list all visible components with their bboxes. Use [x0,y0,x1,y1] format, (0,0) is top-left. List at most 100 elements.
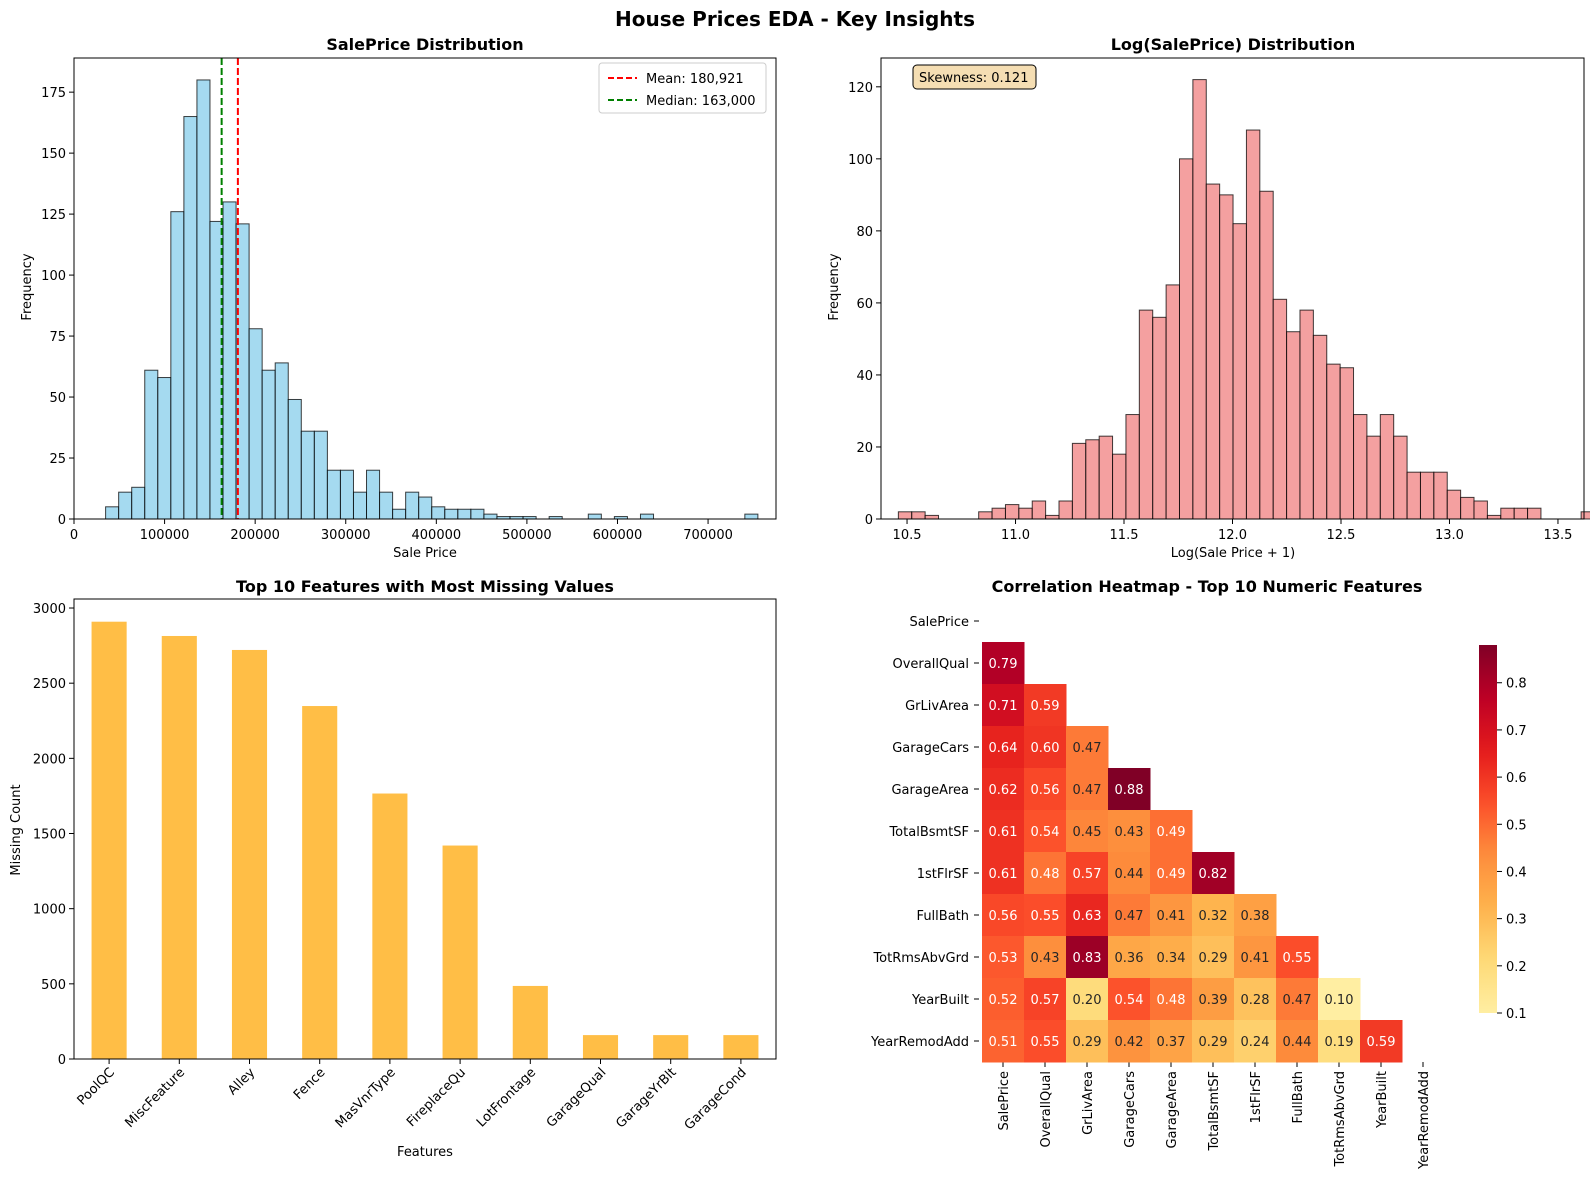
saleprice-bar-0 [105,506,120,520]
missing-xtick-6: LotFrontage [474,1065,539,1130]
heatmap-cell-value-10-7: 0.44 [1283,1035,1312,1050]
heatmap-cell-5-0 [982,810,1025,853]
heatmap-cell-value-3-2: 0.47 [1073,741,1102,756]
heatmap-cell-value-5-1: 0.54 [1031,825,1060,840]
logprice-bar-46 [1513,507,1529,520]
heatmap-row-label-4: GarageArea [891,783,969,798]
heatmap-cell-value-10-1: 0.55 [1031,1035,1060,1050]
saleprice-bar-22 [392,508,407,520]
saleprice-bar-17 [326,469,341,520]
heatmap-cell-10-6 [1234,1020,1277,1063]
heatmap-cell-7-1 [1024,894,1067,937]
saleprice-bar-26 [444,508,459,520]
logprice-bar-9 [1018,507,1033,520]
heatmap-cell-value-9-1: 0.57 [1031,993,1060,1008]
heatmap-cell-10-3 [1108,1020,1151,1063]
logprice-bar-30 [1299,309,1314,520]
heatmap-row-label-9: YearBuilt [911,993,969,1008]
heatmap-cell-8-4 [1150,936,1193,979]
logprice-xtick-3: 12.0 [1218,528,1247,543]
logprice-ytick-4: 80 [856,225,873,240]
heatmap-cell-8-1 [1024,936,1067,979]
logprice-bar-0 [897,511,913,520]
missing-xtick-7: GarageQual [544,1065,610,1131]
heatmap-cell-value-9-6: 0.28 [1241,993,1270,1008]
heatmap-cell-7-2 [1066,894,1109,937]
logprice-bar-26 [1245,129,1261,520]
heatmap-cell-value-8-4: 0.34 [1157,951,1186,966]
heatmap-col-label-10: YearRemodAdd [1417,1071,1432,1170]
heatmap-cell-6-3 [1108,852,1151,895]
missing-values-plot: PoolQC MiscFeature Alley Fence MasVnrType Fir… [33,598,777,1133]
missing-xtick-2: Alley [225,1065,258,1098]
logprice-bar-8 [1004,504,1020,520]
saleprice-bar-27 [457,508,472,520]
log-saleprice-histogram-plot: 10.5 11.0 11.5 12.0 12.5 13.0 13.5 0 20 40 60 80 100… [848,57,1590,543]
heatmap-cell-value-8-6: 0.41 [1241,951,1270,966]
heatmap-cell-value-7-5: 0.32 [1199,909,1228,924]
heatmap-cell-value-9-3: 0.54 [1115,993,1144,1008]
logprice-bar-45 [1500,507,1515,520]
saleprice-bar-24 [418,496,433,520]
saleprice-bar-4 [157,377,172,520]
logprice-ytick-6: 120 [848,81,873,96]
logprice-bar-11 [1045,514,1060,520]
heatmap-cell-value-7-2: 0.63 [1073,909,1102,924]
heatmap-cell-value-1-0: 0.79 [989,657,1018,672]
saleprice-bar-6 [183,116,198,520]
heatmap-cell-10-1 [1024,1020,1067,1063]
saleprice-xtick-6: 600000 [593,528,643,543]
heatmap-cell-2-1 [1024,684,1067,727]
heatmap-cell-8-0 [982,936,1025,979]
saleprice-bar-19 [352,491,368,520]
saleprice-bar-9 [222,201,237,520]
heatmap-row-label-5: TotalBsmtSF [888,825,969,840]
logprice-bar-2 [924,514,940,520]
heatmap-cell-value-8-3: 0.36 [1115,951,1144,966]
missing-bar-garagequal [582,1035,619,1059]
heatmap-col-label-8: TotRmsAbvGrd [1333,1071,1348,1168]
heatmap-col-label-6: 1stFlrSF [1249,1071,1264,1123]
heatmap-cell-value-8-7: 0.55 [1283,951,1312,966]
saleprice-ytick-3: 75 [49,330,66,345]
logprice-bar-17 [1125,414,1140,520]
logprice-bar-34 [1353,414,1368,520]
colorbar-tick-5: 0.6 [1506,771,1527,786]
logprice-bar-44 [1486,514,1502,520]
heatmap-cell-10-0 [982,1020,1025,1063]
logprice-bar-29 [1286,331,1301,520]
logprice-bar-33 [1339,367,1355,520]
missing-xtick-5: FireplaceQu [404,1065,469,1130]
heatmap-cell-8-5 [1192,936,1235,979]
heatmap-cell-value-4-0: 0.62 [989,783,1018,798]
log-saleprice-histogram-panel: Log(SalePrice) Distribution 10.5 11.0 11.5… [827,35,1590,561]
heatmap-cell-value-5-0: 0.61 [989,825,1018,840]
saleprice-ytick-7: 175 [41,86,66,101]
heatmap-cell-value-10-4: 0.37 [1157,1035,1186,1050]
missing-xtick-9: GarageCond [682,1065,750,1133]
heatmap-row-label-0: SalePrice [909,615,969,630]
saleprice-bar-20 [366,469,381,520]
saleprice-xtick-7: 700000 [683,528,733,543]
heatmap-cell-8-6 [1234,936,1277,979]
logprice-ytick-5: 100 [848,153,873,168]
saleprice-xtick-1: 100000 [140,528,190,543]
heatmap-cell-7-0 [982,894,1025,937]
saleprice-ytick-0: 0 [58,513,66,528]
saleprice-histogram-xlabel: Sale Price [393,546,457,561]
heatmap-col-label-4: GarageArea [1165,1071,1180,1149]
heatmap-cell-5-2 [1066,810,1109,853]
heatmap-cell-value-6-0: 0.61 [989,867,1018,882]
logprice-bar-19 [1152,316,1167,520]
colorbar-tick-1: 0.2 [1506,960,1527,975]
logprice-bar-39 [1419,471,1435,520]
missing-frame [73,598,777,1060]
logprice-xtick-0: 10.5 [893,528,922,543]
saleprice-bar-14 [287,398,302,520]
saleprice-bar-11 [248,328,263,520]
logprice-bar-24 [1219,194,1234,520]
heatmap-col-label-5: TotalBsmtSF [1207,1071,1222,1152]
heatmap-cell-10-9 [1360,1020,1403,1063]
saleprice-histogram-legend: Mean: 180,921 Median: 163,000 [598,62,767,114]
missing-ytick-0: 0 [58,1053,66,1068]
